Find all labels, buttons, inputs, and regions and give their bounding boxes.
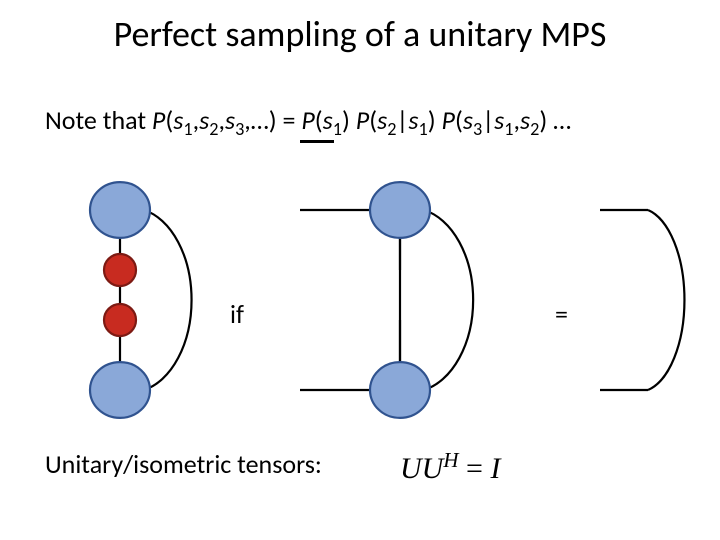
eq-U1: U bbox=[400, 452, 422, 485]
footer-text: Unitary/isometric tensors: bbox=[45, 448, 322, 480]
note-prefix: Note that bbox=[45, 104, 152, 136]
note-p1-open: ( bbox=[315, 104, 323, 136]
note-P2: P bbox=[301, 104, 314, 136]
note-p3-subc: 2 bbox=[530, 118, 539, 140]
tensor-diagram bbox=[0, 170, 720, 430]
note-bar1: | bbox=[396, 104, 408, 136]
note-P3: P bbox=[356, 104, 369, 136]
note-p3-sc: s bbox=[520, 104, 530, 136]
note-p2-sa: s bbox=[377, 104, 387, 136]
eq-I: I bbox=[490, 452, 500, 485]
note-p3-sb: s bbox=[494, 104, 504, 136]
if-label: if bbox=[230, 298, 244, 330]
note-s1: s bbox=[173, 104, 183, 136]
slide-title: Perfect sampling of a unitary MPS bbox=[0, 12, 720, 56]
note-s3-sub: 3 bbox=[235, 118, 244, 140]
note-s3: s bbox=[225, 104, 235, 136]
slide-root: Perfect sampling of a unitary MPS Note t… bbox=[0, 0, 720, 540]
eq-U2: U bbox=[422, 452, 444, 485]
equals-label: = bbox=[555, 298, 568, 330]
note-p2-open: ( bbox=[369, 104, 377, 136]
note-P4: P bbox=[442, 104, 455, 136]
note-p2-subb: 1 bbox=[419, 118, 428, 140]
note-s1-sub: 1 bbox=[183, 118, 192, 140]
note-p3-close: ) … bbox=[539, 104, 571, 136]
note-P1: P bbox=[152, 104, 165, 136]
note-p2-sb: s bbox=[408, 104, 418, 136]
note-p1-s: s bbox=[323, 104, 333, 136]
note-bar2: | bbox=[482, 104, 494, 136]
note-p3-sa: s bbox=[463, 104, 473, 136]
underline-marker bbox=[300, 140, 334, 143]
note-p1-close: ) bbox=[342, 104, 356, 136]
probability-chain-rule: Note that P(s1,s2,s3,…) = P(s1) P(s2|s1)… bbox=[45, 104, 571, 140]
eq-H: H bbox=[443, 448, 458, 472]
note-p1-sub: 1 bbox=[333, 118, 342, 140]
note-p3-open: ( bbox=[455, 104, 463, 136]
note-ellipsis: ,…) = bbox=[244, 104, 301, 136]
note-p2-close: ) bbox=[428, 104, 442, 136]
note-p3-subb: 1 bbox=[504, 118, 513, 140]
eq-eq: = bbox=[459, 452, 491, 485]
unitary-equation: UUH = I bbox=[400, 448, 500, 486]
note-s2: s bbox=[199, 104, 209, 136]
note-p3-suba: 3 bbox=[473, 118, 482, 140]
